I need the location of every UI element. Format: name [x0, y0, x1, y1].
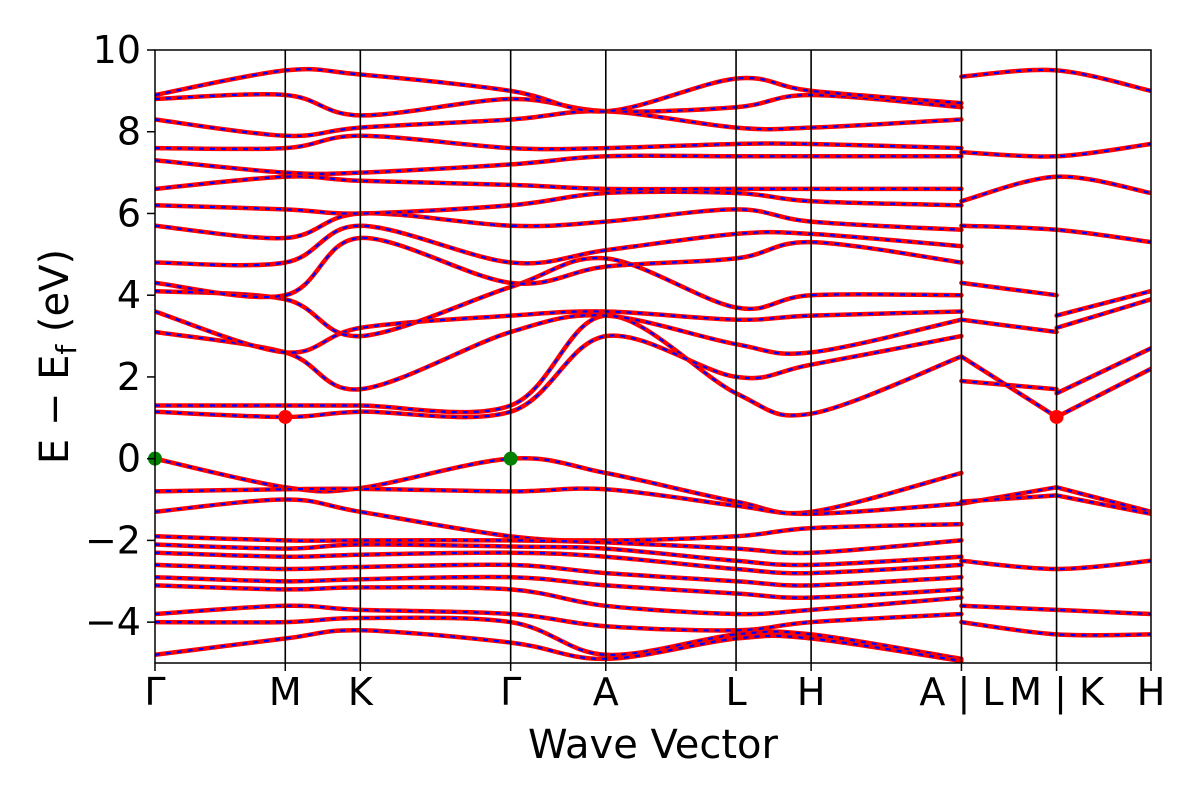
band-line	[1054, 346, 1151, 396]
band-line	[155, 583, 964, 617]
cbm-marker	[278, 409, 293, 424]
y-axis-title-subscript: f	[50, 344, 83, 355]
y-tick-label: 8	[117, 110, 141, 154]
y-tick-label: −2	[85, 518, 141, 562]
y-tick-label: 4	[117, 273, 141, 317]
x-tick-label: M | K	[1009, 670, 1105, 715]
band-line-overlay	[961, 559, 1151, 571]
band-line-overlay	[961, 379, 1057, 391]
band-line-overlay	[961, 224, 1151, 244]
band-line-overlay	[155, 134, 962, 151]
band-line-overlay	[961, 318, 1057, 334]
high-symmetry-lines	[284, 50, 1058, 663]
y-axis-title-unit: (eV)	[32, 249, 78, 345]
y-axis-title: E − Ef (eV)	[32, 249, 83, 464]
band-line	[155, 66, 964, 114]
band-line	[1054, 366, 1151, 420]
band-line-overlay	[155, 551, 962, 575]
y-tick-label: 0	[117, 437, 141, 481]
band-line-overlay	[155, 236, 962, 299]
band-line	[155, 189, 964, 216]
band-line	[155, 313, 964, 418]
band-line-overlay	[155, 154, 962, 175]
x-tick-label: K	[348, 670, 374, 714]
x-tick-label: M	[269, 670, 302, 714]
band-line-overlay	[1056, 486, 1151, 513]
band-line-overlay	[961, 68, 1151, 92]
band-line-overlay	[155, 584, 962, 616]
plot-frame	[154, 49, 1152, 664]
band-line	[155, 133, 964, 152]
y-tick-label: 10	[93, 28, 141, 72]
x-tick-label: A | L	[919, 670, 1003, 715]
y-tick-label: 6	[117, 191, 141, 235]
band-lines	[155, 66, 1151, 663]
band-line-overlay	[1056, 290, 1151, 317]
band-line-overlay	[155, 563, 962, 587]
band-line-overlay	[155, 575, 962, 599]
band-line	[155, 108, 964, 139]
y-tick-label: 2	[117, 355, 141, 399]
x-tick-label: H	[797, 670, 826, 714]
band-line-overlay	[155, 604, 962, 632]
band-line-overlay	[961, 142, 1151, 158]
band-line-overlay	[155, 110, 962, 138]
band-line-overlay	[155, 543, 962, 567]
band-line-overlay	[961, 281, 1057, 297]
band-line-overlay	[155, 190, 962, 215]
x-axis-title: Wave Vector	[528, 722, 779, 768]
band-line-overlay	[961, 604, 1151, 616]
x-tick-label: Γ	[144, 670, 165, 714]
band-line-overlay	[155, 487, 962, 515]
band-line-overlay	[1056, 494, 1151, 515]
y-axis-title-main: E − E	[32, 355, 78, 465]
band-line-overlay	[155, 535, 962, 555]
y-tick-label: −4	[85, 600, 141, 644]
y-axis-ticks: −4 −2 0 2 4 6 8 10	[85, 28, 155, 644]
x-tick-label: Γ	[500, 670, 521, 714]
band-line-overlay	[961, 621, 1151, 637]
band-line-overlay	[961, 175, 1151, 203]
vbm-marker	[503, 451, 518, 466]
x-tick-label: H	[1137, 670, 1166, 714]
band-line-overlay	[155, 629, 962, 663]
band-line	[155, 628, 964, 663]
band-line-overlay	[155, 314, 962, 417]
band-line-overlay	[1056, 298, 1151, 329]
cbm-marker	[1049, 409, 1064, 424]
band-line-overlay	[155, 175, 962, 191]
band-line-overlay	[961, 494, 1057, 503]
band-line-overlay	[961, 486, 1057, 505]
band-line	[155, 174, 964, 192]
x-tick-label: A	[593, 670, 619, 714]
x-tick-label: L	[725, 670, 746, 714]
